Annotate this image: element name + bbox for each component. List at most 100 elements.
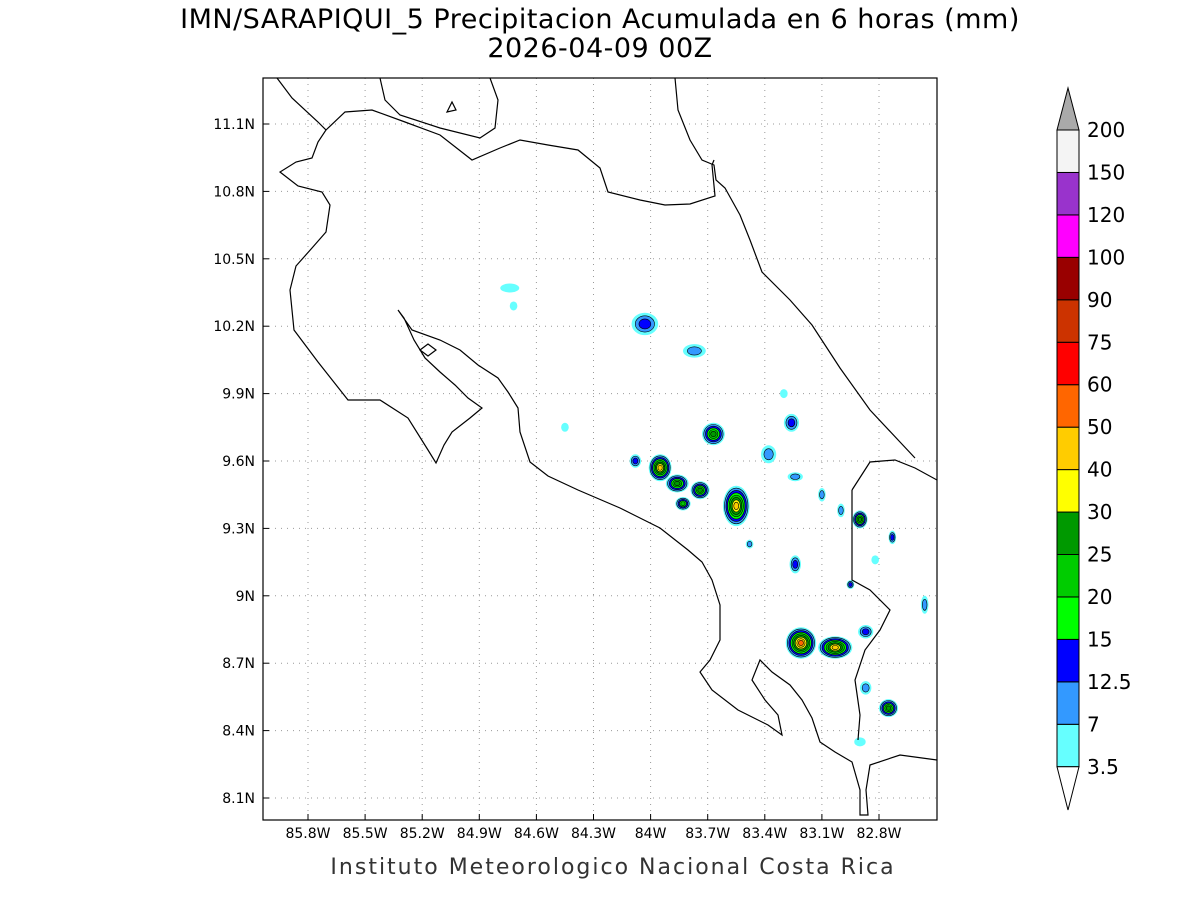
precip-contour (780, 389, 788, 399)
colorbar-label: 3.5 (1087, 755, 1119, 779)
precip-cell (745, 539, 754, 549)
precip-contour (733, 501, 740, 510)
precip-cell (787, 472, 803, 482)
coastline (276, 78, 937, 816)
colorbar-label: 90 (1087, 288, 1112, 312)
coastline-caribbean-panama (851, 459, 937, 491)
x-tick-label: 84W (635, 826, 667, 842)
precip-contour (861, 683, 870, 693)
x-tick-label: 83.1W (799, 826, 844, 842)
colorbar-label: 150 (1087, 160, 1125, 184)
colorbar-below-triangle (1056, 766, 1080, 811)
colorbar-label: 7 (1087, 712, 1100, 736)
precip-contour (787, 418, 796, 428)
x-tick-label: 82.8W (856, 826, 901, 842)
y-tick-label: 11.1N (213, 117, 255, 133)
footer-credit: Instituto Meteorologico Nacional Costa R… (330, 855, 896, 880)
precip-contour (798, 640, 804, 646)
coastline-pacific (276, 78, 937, 816)
colorbar-box (1056, 129, 1080, 173)
precip-cell (682, 344, 706, 358)
precip-contour (632, 457, 639, 465)
precip-cell (648, 454, 672, 482)
precip-cell (701, 422, 725, 446)
y-tick-label: 9N (236, 589, 255, 605)
precip-contour (746, 541, 753, 548)
colorbar-box (1056, 596, 1080, 640)
y-tick-label: 9.9N (222, 387, 255, 403)
precip-cell (675, 496, 691, 511)
lake-nicaragua (379, 78, 499, 139)
colorbar-box (1056, 511, 1080, 555)
colorbar-label: 15 (1087, 627, 1112, 651)
colorbar-label: 12.5 (1087, 670, 1132, 694)
x-tick-label: 84.9W (457, 826, 502, 842)
y-tick-label: 10.2N (213, 319, 255, 335)
island-nicoya (419, 343, 437, 357)
colorbar-box (1056, 299, 1080, 343)
precip-cell (871, 555, 880, 565)
precip-contour (838, 505, 844, 515)
y-tick-label: 10.5N (213, 252, 255, 268)
colorbar-label: 30 (1087, 500, 1112, 524)
precip-contour (831, 645, 839, 650)
colorbar-legend: 3.5 7 12.5 15 20 25 30 40 50 60 75 90 100 120 150 200 (1056, 86, 1132, 811)
precip-contour (674, 480, 681, 486)
precip-cell (852, 510, 868, 529)
precip-contour (697, 487, 703, 493)
map-subtitle: 2026-04-09 00Z (487, 33, 713, 64)
x-tick-label: 85.2W (400, 826, 445, 842)
precip-contour (561, 422, 569, 432)
precip-contour (871, 555, 880, 565)
precip-contour (638, 318, 652, 330)
precip-cell (783, 413, 800, 432)
precip-contour (848, 582, 853, 587)
axis-ticks: 85.8W 85.5W 85.2W 84.9W 84.6W 84.3W 84W 83.7W 83… (213, 117, 901, 842)
colorbar-box (1056, 341, 1080, 386)
precip-cell (837, 503, 845, 518)
precip-contour (819, 490, 825, 500)
precip-contour (687, 346, 702, 356)
border-nicaragua (325, 109, 716, 206)
colorbar-label: 120 (1087, 203, 1125, 227)
precip-contour (509, 301, 518, 311)
colorbar-box (1056, 723, 1080, 768)
coastline-caribbean (674, 78, 916, 459)
precip-cell (665, 474, 689, 493)
precip-contour (763, 448, 774, 461)
precip-cell (780, 389, 788, 399)
precip-contour (680, 501, 686, 506)
precip-cell (690, 481, 710, 500)
precip-contour (657, 464, 663, 471)
colorbar-label: 20 (1087, 585, 1112, 609)
colorbar-label: 40 (1087, 458, 1112, 482)
grid-lines (263, 78, 937, 820)
colorbar-label: 50 (1087, 415, 1112, 439)
colorbar-box (1056, 426, 1080, 471)
precip-contour (854, 737, 866, 747)
y-tick-label: 9.3N (222, 521, 255, 537)
x-tick-label: 83.7W (685, 826, 730, 842)
colorbar-box (1056, 384, 1080, 428)
colorbar-label: 200 (1087, 118, 1125, 142)
precip-contour (790, 473, 801, 480)
precip-cell (920, 595, 929, 614)
precip-cell (854, 737, 866, 747)
precip-cell (629, 454, 642, 468)
x-tick-label: 83.4W (742, 826, 787, 842)
precip-cell (789, 555, 801, 574)
precip-cell (858, 625, 874, 639)
colorbar-box (1056, 171, 1080, 216)
precip-contour (885, 705, 892, 711)
y-tick-label: 8.7N (222, 656, 255, 672)
colorbar-box (1056, 469, 1080, 513)
colorbar-box (1056, 256, 1080, 301)
precip-contour (792, 560, 799, 569)
precip-cell (846, 580, 855, 590)
map-title: IMN/SARAPIQUI_5 Precipitacion Acumulada … (180, 4, 1020, 35)
colorbar-label: 100 (1087, 245, 1125, 269)
colorbar-box (1056, 681, 1080, 725)
colorbar-label: 60 (1087, 373, 1112, 397)
precip-cell (561, 422, 569, 432)
